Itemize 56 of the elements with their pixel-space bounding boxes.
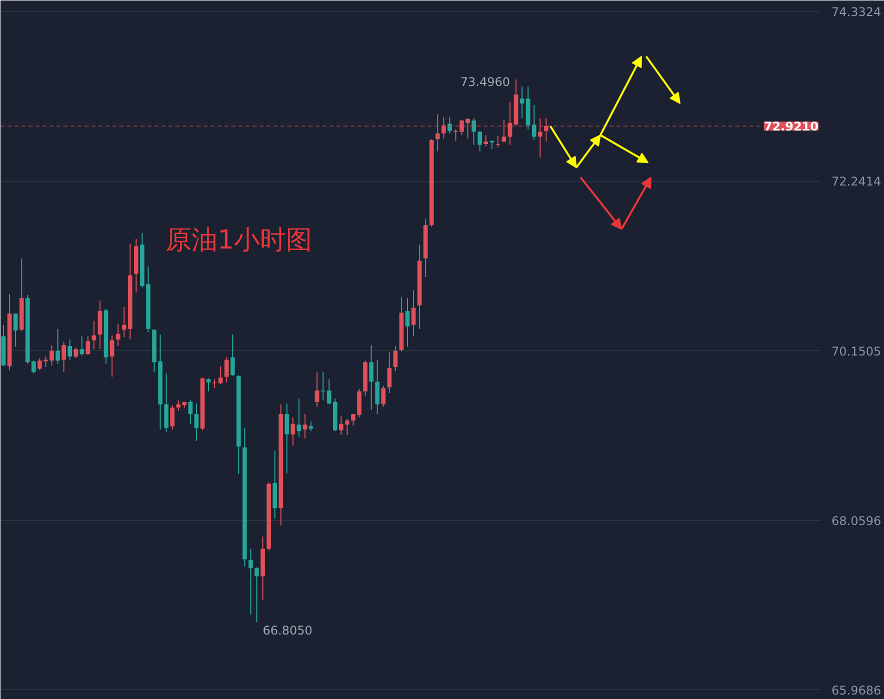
candlestick (508, 101, 512, 146)
candlestick (411, 289, 416, 337)
candlestick (74, 347, 78, 359)
candlestick (224, 356, 229, 383)
candlestick (435, 113, 440, 152)
candlestick (544, 118, 548, 142)
candlestick (381, 385, 386, 408)
candlestick (502, 119, 506, 143)
candlestick (532, 104, 536, 140)
annotation: 66.8050 (262, 624, 312, 638)
candlestick (13, 313, 18, 348)
candlestick (314, 371, 320, 408)
candlestick (62, 341, 66, 372)
candlestick (538, 118, 542, 158)
candlestick (68, 338, 72, 360)
candlestick (230, 334, 235, 376)
candlestick (284, 403, 290, 474)
candlestick (188, 400, 193, 424)
candlestick (448, 116, 452, 134)
candlestick (206, 378, 211, 392)
candlestick (520, 86, 524, 119)
candlestick (478, 130, 482, 152)
candlestick (387, 352, 392, 394)
candlestick (405, 298, 410, 348)
annotation: 73.4960 (460, 74, 510, 89)
candlestick (375, 359, 380, 415)
y-tick-label: 68.0596 (832, 514, 882, 528)
candlestick (86, 336, 90, 356)
candlestick (164, 373, 168, 432)
candlestick (393, 345, 398, 372)
candlestick (441, 116, 446, 139)
candlestick (308, 420, 314, 432)
candlestick (170, 404, 175, 430)
candlestick (296, 398, 302, 438)
candlestick (320, 371, 326, 401)
candlestick (98, 300, 102, 350)
candlestick (302, 414, 308, 439)
y-tick-label: 72.2414 (832, 174, 882, 189)
candlestick (290, 416, 296, 446)
candlestick (254, 566, 259, 623)
candlestick (56, 328, 60, 364)
annotation: 原油1小时图 (166, 226, 312, 256)
candlestick (369, 344, 374, 411)
candlestick (496, 135, 500, 148)
ref-line-label: 72.9210 (764, 120, 818, 134)
y-tick-label: 70.1505 (832, 344, 882, 358)
candlestick (194, 403, 199, 442)
candlestick (92, 320, 96, 350)
candlestick (218, 366, 223, 385)
y-tick-label: 74.3324 (832, 5, 882, 20)
candlestick (484, 134, 488, 147)
candlestick (248, 548, 253, 615)
candlestick (110, 334, 114, 378)
candlestick (472, 118, 476, 146)
candlestick (80, 336, 84, 356)
y-tick-label: 65.9686 (832, 683, 882, 698)
